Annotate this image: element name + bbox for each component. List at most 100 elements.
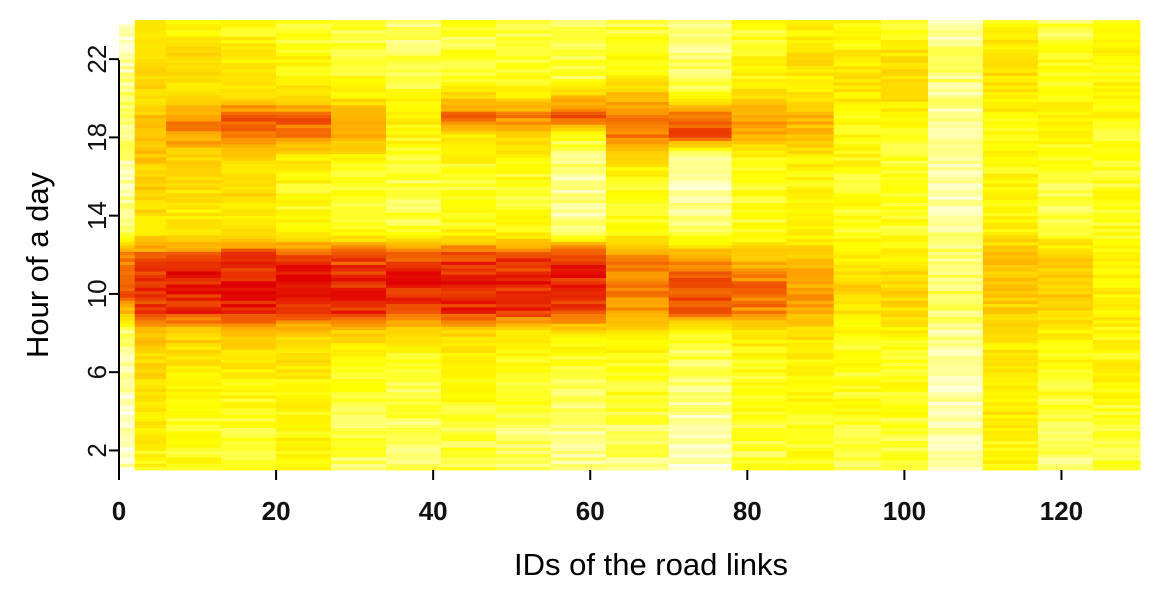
heatmap-cell xyxy=(386,359,442,363)
heatmap-cell xyxy=(550,23,607,27)
heatmap-cell xyxy=(833,381,882,386)
heatmap-cell xyxy=(880,287,929,292)
heatmap-cell xyxy=(134,346,167,350)
heatmap-cell xyxy=(495,333,552,337)
heatmap-cell xyxy=(276,395,332,399)
heatmap-cell xyxy=(605,401,670,406)
heatmap-cell xyxy=(833,463,882,468)
heatmap-cell xyxy=(331,78,387,83)
heatmap-cell xyxy=(1037,316,1094,321)
heatmap-cell xyxy=(441,26,497,31)
heatmap-cell xyxy=(927,134,984,138)
heatmap-cell xyxy=(833,313,882,318)
heatmap-cell xyxy=(786,424,835,429)
heatmap-cell xyxy=(495,72,552,76)
heatmap-cell xyxy=(1037,274,1094,279)
heatmap-cell xyxy=(731,443,788,448)
heatmap-cell xyxy=(833,453,882,458)
heatmap-cell xyxy=(786,284,835,288)
heatmap-cell xyxy=(119,430,136,435)
heatmap-cell xyxy=(786,183,835,187)
heatmap-cell xyxy=(833,170,882,174)
heatmap-cell xyxy=(276,134,332,138)
heatmap-cell xyxy=(495,447,552,451)
heatmap-cell xyxy=(166,134,222,138)
heatmap-cell xyxy=(221,137,277,142)
heatmap-cell xyxy=(331,20,387,24)
heatmap-cell xyxy=(880,293,929,298)
heatmap-cell xyxy=(386,293,442,298)
heatmap-cell xyxy=(386,460,442,464)
heatmap-cell xyxy=(495,378,552,383)
heatmap-cell xyxy=(1037,202,1094,207)
heatmap-cell xyxy=(605,166,670,171)
heatmap-cell xyxy=(550,153,607,158)
heatmap-cell xyxy=(605,55,670,60)
heatmap-cell xyxy=(1037,72,1094,76)
heatmap-cell xyxy=(166,212,222,217)
heatmap-cell xyxy=(786,427,835,432)
heatmap-cell xyxy=(833,267,882,272)
heatmap-cell xyxy=(550,52,607,57)
heatmap-cell xyxy=(786,378,835,383)
heatmap-cell xyxy=(134,49,167,54)
heatmap-cell xyxy=(605,424,670,429)
heatmap-cell xyxy=(550,150,607,155)
heatmap-cell xyxy=(386,421,442,425)
heatmap-cell xyxy=(166,137,222,142)
heatmap-cell xyxy=(786,186,835,190)
heatmap-cell xyxy=(833,323,882,327)
heatmap-cell xyxy=(880,65,929,70)
heatmap-cell xyxy=(605,121,670,125)
heatmap-cell xyxy=(880,427,929,432)
heatmap-cell xyxy=(495,440,552,445)
heatmap-cell xyxy=(668,199,733,204)
heatmap-cell xyxy=(441,117,497,122)
heatmap-cell xyxy=(166,365,222,370)
heatmap-cell xyxy=(550,199,607,204)
heatmap-cell xyxy=(927,440,984,445)
heatmap-cell xyxy=(331,101,387,106)
heatmap-cell xyxy=(927,248,984,252)
heatmap-cell xyxy=(119,316,136,321)
heatmap-cell xyxy=(166,411,222,415)
heatmap-cell xyxy=(605,326,670,331)
heatmap-cell xyxy=(786,179,835,184)
heatmap-cell xyxy=(927,284,984,288)
heatmap-cell xyxy=(166,434,222,438)
heatmap-cell xyxy=(731,68,788,73)
heatmap-cell xyxy=(221,267,277,272)
heatmap-cell xyxy=(786,33,835,37)
heatmap-cell xyxy=(119,117,136,122)
heatmap-cell xyxy=(550,378,607,383)
heatmap-cell xyxy=(221,202,277,207)
heatmap-cell xyxy=(119,163,136,168)
heatmap-cell xyxy=(495,65,552,70)
heatmap-cell xyxy=(276,36,332,40)
heatmap-cell xyxy=(833,287,882,292)
heatmap-cell xyxy=(441,297,497,301)
heatmap-cell xyxy=(276,463,332,468)
heatmap-cell xyxy=(221,225,277,230)
heatmap-cell xyxy=(731,440,788,445)
heatmap-cell xyxy=(668,450,733,455)
heatmap-cell xyxy=(880,98,929,102)
heatmap-cell xyxy=(166,143,222,148)
heatmap-cell xyxy=(1037,114,1094,119)
heatmap-cell xyxy=(386,427,442,432)
heatmap-cell xyxy=(134,391,167,396)
heatmap-cell xyxy=(927,196,984,200)
heatmap-cell xyxy=(927,108,984,112)
heatmap-cell xyxy=(605,46,670,50)
heatmap-cell xyxy=(605,98,670,102)
heatmap-cell xyxy=(731,414,788,419)
heatmap-cell xyxy=(880,284,929,288)
heatmap-cell xyxy=(668,398,733,402)
heatmap-cell xyxy=(495,166,552,171)
heatmap-cell xyxy=(833,98,882,102)
heatmap-cell xyxy=(134,231,167,236)
heatmap-cell xyxy=(880,306,929,311)
heatmap-cell xyxy=(927,293,984,298)
heatmap-cell xyxy=(166,33,222,37)
heatmap-cell xyxy=(221,143,277,148)
